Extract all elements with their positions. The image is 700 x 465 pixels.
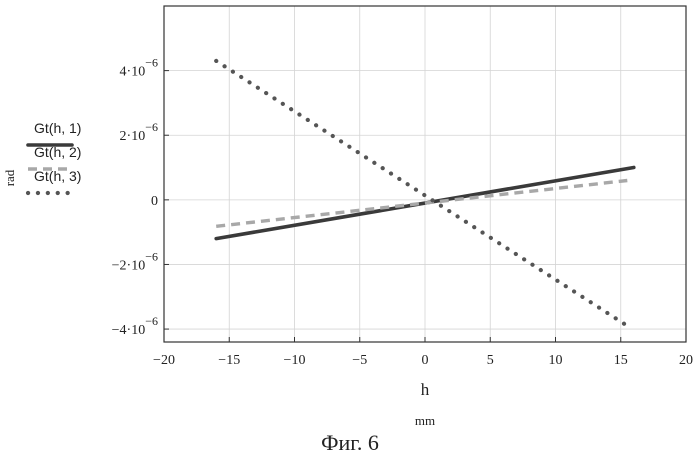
x-tick-label: −5 <box>352 353 367 368</box>
y-tick-label: 0 <box>151 194 158 209</box>
x-tick-label: −10 <box>284 353 306 368</box>
legend-label-1: Gt(h, 1) <box>34 120 81 136</box>
y-axis: 4·10−6 2·10−6 0 −2·10−6 −4·10−6 <box>112 56 169 338</box>
x-tick-label: −15 <box>218 353 240 368</box>
x-tick-label: −20 <box>153 353 175 368</box>
y-tick-label: −4·10−6 <box>112 314 158 338</box>
x-tick-label: 20 <box>679 353 693 368</box>
x-tick-label: 0 <box>422 353 429 368</box>
x-axis-unit: mm <box>415 413 435 428</box>
x-tick-label: 5 <box>487 353 494 368</box>
legend-label-2: Gt(h, 2) <box>34 144 81 160</box>
figure-caption: Фиг. 6 <box>0 430 700 456</box>
x-tick-label: 15 <box>614 353 628 368</box>
y-tick-label: 2·10−6 <box>120 120 158 144</box>
y-axis-label: rad <box>2 169 17 186</box>
legend: Gt(h, 1) Gt(h, 2) Gt(h, 3) <box>28 120 81 193</box>
y-tick-label: −2·10−6 <box>112 249 158 273</box>
grid <box>164 6 686 342</box>
series-3-line <box>216 61 627 326</box>
x-tick-label: 10 <box>549 353 563 368</box>
x-axis-label: h <box>421 380 430 399</box>
y-tick-label: 4·10−6 <box>120 56 158 80</box>
legend-label-3: Gt(h, 3) <box>34 168 81 184</box>
